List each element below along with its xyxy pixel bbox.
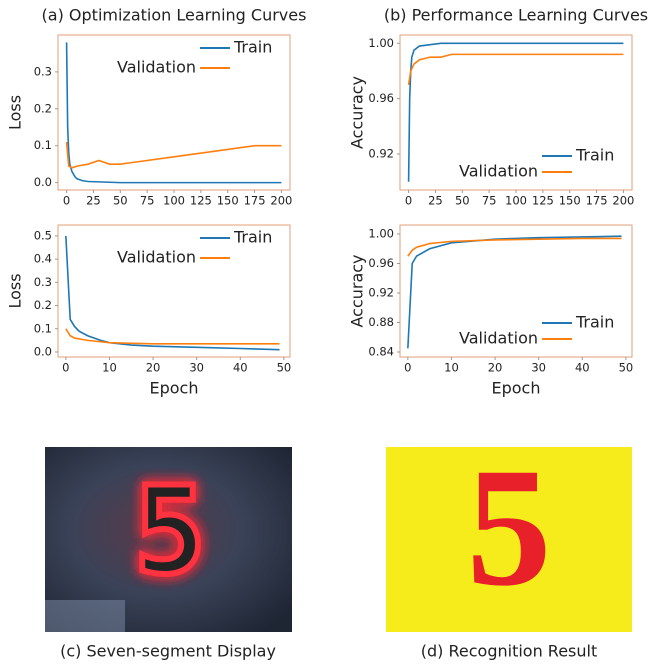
x-tick-label: 25 (428, 194, 443, 208)
x-tick-label: 100 (505, 194, 527, 208)
legend-label: Train (233, 38, 272, 57)
legend-label: Validation (459, 162, 538, 181)
chart-title: (a) Optimization Learning Curves (42, 6, 307, 25)
x-tick-label: 30 (531, 361, 546, 375)
y-tick-label: 1.00 (368, 36, 394, 50)
x-tick-label: 200 (612, 194, 634, 208)
x-axis-label: Epoch (150, 379, 199, 398)
y-tick-label: 0.1 (34, 138, 52, 152)
x-tick-label: 0 (63, 194, 70, 208)
x-tick-label: 125 (190, 194, 212, 208)
y-tick-label: 0.92 (368, 285, 394, 299)
page: {"chart_data": [ {"type": "line", "title… (0, 0, 649, 664)
x-tick-label: 50 (277, 361, 292, 375)
series-line (409, 54, 624, 84)
x-tick-label: 20 (146, 361, 161, 375)
y-tick-label: 0.88 (368, 315, 394, 329)
figure: 5 (c) Seven-segment Display 5 (d) Recogn… (0, 0, 649, 664)
result-digit: 5 (467, 433, 552, 621)
y-tick-label: 0.92 (368, 147, 394, 161)
y-tick-label: 0.5 (34, 228, 52, 242)
x-tick-label: 50 (113, 194, 128, 208)
legend-label: Train (233, 228, 272, 247)
chart-title: (b) Performance Learning Curves (384, 6, 648, 25)
caption: (d) Recognition Result (421, 642, 597, 661)
x-tick-label: 0 (405, 194, 412, 208)
x-tick-label: 40 (233, 361, 248, 375)
x-tick-label: 30 (189, 361, 204, 375)
y-axis-label: Loss (6, 273, 25, 308)
x-tick-label: 50 (619, 361, 634, 375)
x-tick-label: 0 (62, 361, 69, 375)
y-tick-label: 0.3 (34, 275, 52, 289)
x-tick-label: 0 (404, 361, 411, 375)
legend-label: Validation (117, 58, 196, 77)
x-axis-label: Epoch (492, 379, 541, 398)
y-tick-label: 0.0 (34, 344, 52, 358)
x-tick-label: 150 (559, 194, 581, 208)
x-tick-label: 10 (102, 361, 117, 375)
y-tick-label: 0.96 (368, 256, 394, 270)
legend-label: Validation (117, 248, 196, 267)
y-tick-label: 1.00 (368, 226, 394, 240)
y-tick-label: 0.1 (34, 321, 52, 335)
y-axis-label: Accuracy (348, 254, 367, 327)
y-tick-label: 0.2 (34, 101, 52, 115)
x-tick-label: 25 (86, 194, 101, 208)
display-digit: 5 (134, 463, 206, 602)
x-tick-label: 75 (482, 194, 497, 208)
y-tick-label: 0.0 (34, 175, 52, 189)
y-axis-label: Accuracy (348, 76, 367, 149)
x-tick-label: 150 (217, 194, 239, 208)
x-tick-label: 50 (455, 194, 470, 208)
series-line (408, 238, 622, 256)
x-tick-label: 10 (444, 361, 459, 375)
x-tick-label: 40 (575, 361, 590, 375)
series-line (67, 142, 282, 168)
caption: (c) Seven-segment Display (60, 642, 276, 661)
y-tick-label: 0.84 (368, 344, 394, 358)
y-tick-label: 0.2 (34, 298, 52, 312)
legend-label: Train (575, 313, 614, 332)
legend-label: Validation (459, 329, 538, 348)
x-tick-label: 200 (270, 194, 292, 208)
x-tick-label: 125 (532, 194, 554, 208)
y-tick-label: 0.3 (34, 64, 52, 78)
series-line (66, 329, 280, 344)
y-axis-label: Loss (6, 95, 25, 130)
x-tick-label: 100 (163, 194, 185, 208)
y-tick-label: 0.96 (368, 91, 394, 105)
photo-blur (45, 600, 125, 632)
x-tick-label: 175 (586, 194, 608, 208)
x-tick-label: 20 (488, 361, 503, 375)
legend-label: Train (575, 146, 614, 165)
x-tick-label: 175 (244, 194, 266, 208)
x-tick-label: 75 (140, 194, 155, 208)
y-tick-label: 0.4 (34, 252, 52, 266)
